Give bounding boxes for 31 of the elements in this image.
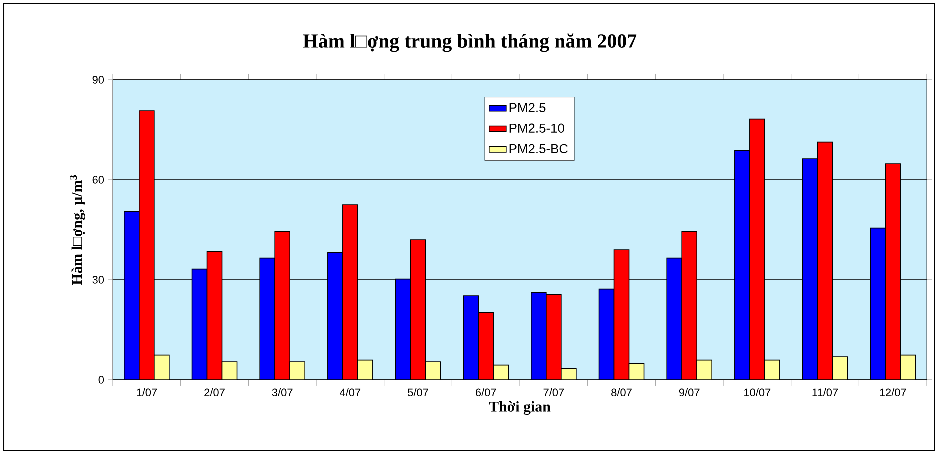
x-tick-label: 1/07 [137,388,158,397]
x-tick-label: 9/07 [679,388,700,397]
chart-title: Hàm l□ợng trung bình tháng năm 2007 [303,34,637,52]
legend-label: PM2.5-BC [510,144,568,154]
x-tick-label: 5/07 [408,388,428,397]
y-axis-title: Hàm l□ợng, µ/m$^{3}$ [70,175,86,286]
x-tick-label: 10/07 [744,388,771,397]
bar [222,362,238,380]
x-tick-label: 12/07 [880,388,906,397]
x-tick-label: 3/07 [272,388,293,397]
bar [154,354,170,380]
x-tick-label: 6/07 [476,388,496,397]
y-tick-label: 30 [92,276,104,284]
bar [764,360,780,380]
x-tick-label: 8/07 [612,388,632,397]
x-axis-title: Thời gian [489,401,551,416]
x-tick-label: 7/07 [544,388,564,397]
x-tick-label: 2/07 [204,388,225,397]
bar [628,363,645,380]
y-tick-label: 60 [92,176,104,184]
bar [358,360,374,380]
y-tick-label: 0 [98,376,104,384]
y-tick-label: 90 [92,76,104,84]
x-tick-label: 4/07 [340,388,361,397]
legend-label: PM2.5-10 [510,124,564,133]
bar [900,354,916,380]
bar [425,362,442,380]
bar [832,356,848,380]
x-tick-label: 11/07 [812,388,838,397]
legend-label: PM2.5 [510,103,546,112]
bar [696,360,712,380]
